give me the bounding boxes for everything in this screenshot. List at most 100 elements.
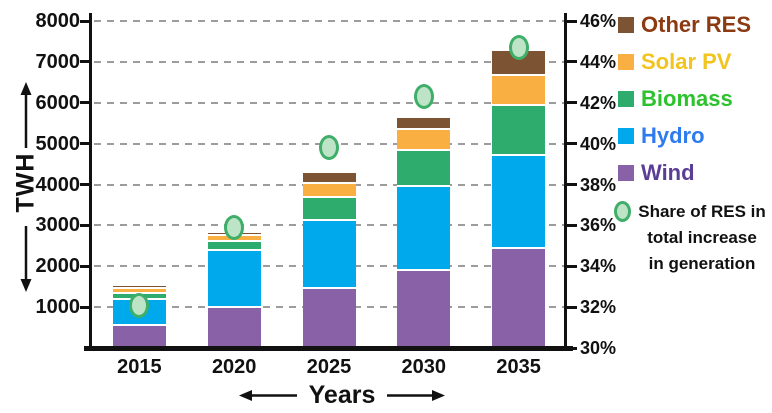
bar-segment-wind (302, 288, 356, 348)
left-axis-tick (80, 101, 91, 105)
bar-segment-wind (112, 325, 166, 348)
x-axis-title: Years (308, 380, 376, 409)
down-arrow-icon (20, 226, 32, 292)
bar-segment-other-res (302, 173, 356, 185)
bar-segment-hydro (492, 156, 546, 249)
right-axis-tick (565, 183, 577, 186)
bar-segment-biomass (397, 151, 451, 188)
share-legend-line1: Share of RES in (638, 202, 766, 221)
left-axis-tick (80, 223, 91, 227)
bar-segment-biomass (492, 106, 546, 157)
share-marker-2030 (413, 84, 434, 110)
bar-segment-wind (207, 307, 261, 348)
bar-segment-other-res (112, 286, 166, 290)
legend-label: Wind (641, 159, 695, 185)
right-axis-tick-label: 44% (580, 51, 617, 72)
share-marker-2025 (319, 135, 339, 161)
left-axis-tick-label: 4000 (35, 173, 81, 196)
left-axis-tick-label: 5000 (35, 132, 81, 155)
legend-item-biomass: Biomass (608, 80, 772, 117)
left-axis-tick-label: 1000 (35, 296, 81, 319)
right-axis-tick (565, 60, 577, 64)
legend-item-wind: Wind (608, 154, 772, 191)
left-axis-line (89, 13, 92, 351)
bar-segment-wind (492, 248, 546, 348)
bar-segment-biomass (207, 242, 261, 252)
left-axis-title-group: TWH (6, 82, 46, 292)
bar-segment-hydro (397, 187, 451, 272)
left-axis-tick (80, 183, 91, 186)
up-arrow-icon (20, 82, 32, 148)
gridline (94, 20, 564, 22)
share-legend-line2: total increase (647, 228, 757, 247)
biomass-swatch-icon (618, 90, 634, 107)
right-axis-tick (565, 19, 577, 23)
right-axis-tick-label: 30% (580, 338, 617, 358)
x-tick-label-2030: 2030 (401, 356, 447, 378)
bar-segment-solar-pv (112, 289, 166, 294)
right-axis-tick (565, 305, 577, 309)
bar-segment-wind (397, 271, 451, 348)
left-axis-tick-label: 2000 (35, 255, 81, 278)
legend-item-solar-pv: Solar PV (608, 43, 772, 80)
left-axis-tick (80, 305, 91, 309)
hydro-swatch-icon (618, 127, 634, 144)
x-tick-label-2015: 2015 (117, 356, 162, 378)
bar-segment-biomass (302, 198, 356, 222)
right-axis-tick-label: 36% (580, 215, 617, 236)
left-axis-title: TWH (11, 152, 40, 213)
x-tick-label-2035: 2035 (496, 356, 541, 378)
left-axis-tick-label: 8000 (35, 10, 81, 32)
legend-item-share-of-res: Share of RES in total increase in genera… (608, 199, 772, 277)
left-axis-tick (80, 142, 91, 146)
right-axis-tick (565, 142, 577, 146)
other-res-swatch-icon (618, 16, 634, 33)
right-axis-tick (565, 264, 577, 268)
left-axis-tick (80, 264, 91, 268)
right-axis-line (564, 13, 567, 351)
right-axis-tick-label: 38% (580, 174, 617, 195)
right-axis-tick-label: 46% (580, 11, 617, 31)
right-axis-tick (565, 346, 577, 350)
bottom-axis-line (84, 346, 573, 351)
legend: Other RES Solar PV Biomass Hydro Wind Sh… (608, 6, 772, 277)
legend-label: Solar PV (641, 48, 732, 74)
share-legend-text: Share of RES in total increase in genera… (633, 199, 771, 277)
gridline (94, 101, 564, 104)
left-arrow-icon (238, 389, 297, 401)
bar-segment-hydro (302, 221, 356, 289)
right-axis-tick-label: 34% (580, 256, 617, 277)
bar-segment-solar-pv (302, 184, 356, 199)
share-marker-2015 (129, 292, 150, 318)
bar-segment-solar-pv (492, 76, 546, 106)
legend-label: Hydro (641, 122, 705, 148)
legend-label: Other RES (641, 11, 752, 37)
right-axis-tick (565, 101, 577, 105)
x-axis-title-group: Years (222, 380, 462, 410)
legend-item-other-res: Other RES (608, 6, 772, 43)
share-circle-icon (614, 201, 631, 222)
gridline (94, 60, 564, 63)
bar-segment-solar-pv (397, 130, 451, 152)
x-tick-label-2020: 2020 (211, 356, 257, 378)
bar-segment-other-res (397, 117, 451, 131)
left-axis-tick (80, 60, 91, 64)
left-axis-tick-label: 6000 (35, 91, 81, 114)
right-arrow-icon (387, 389, 446, 401)
right-axis-tick-label: 42% (580, 92, 617, 113)
x-tick-label-2025: 2025 (306, 356, 352, 378)
share-marker-2035 (508, 35, 529, 61)
left-axis-tick (80, 19, 91, 23)
solar-pv-swatch-icon (618, 53, 634, 70)
legend-item-hydro: Hydro (608, 117, 772, 154)
share-marker-2020 (224, 214, 245, 240)
left-axis-tick-label: 3000 (35, 214, 81, 237)
wind-swatch-icon (618, 164, 634, 181)
right-axis-tick-label: 32% (580, 297, 617, 318)
legend-label: Biomass (641, 85, 733, 111)
left-axis-tick-label: 7000 (35, 50, 81, 73)
right-axis-tick-label: 40% (580, 133, 617, 154)
share-legend-line3: in generation (648, 254, 756, 273)
bar-segment-hydro (207, 251, 261, 308)
